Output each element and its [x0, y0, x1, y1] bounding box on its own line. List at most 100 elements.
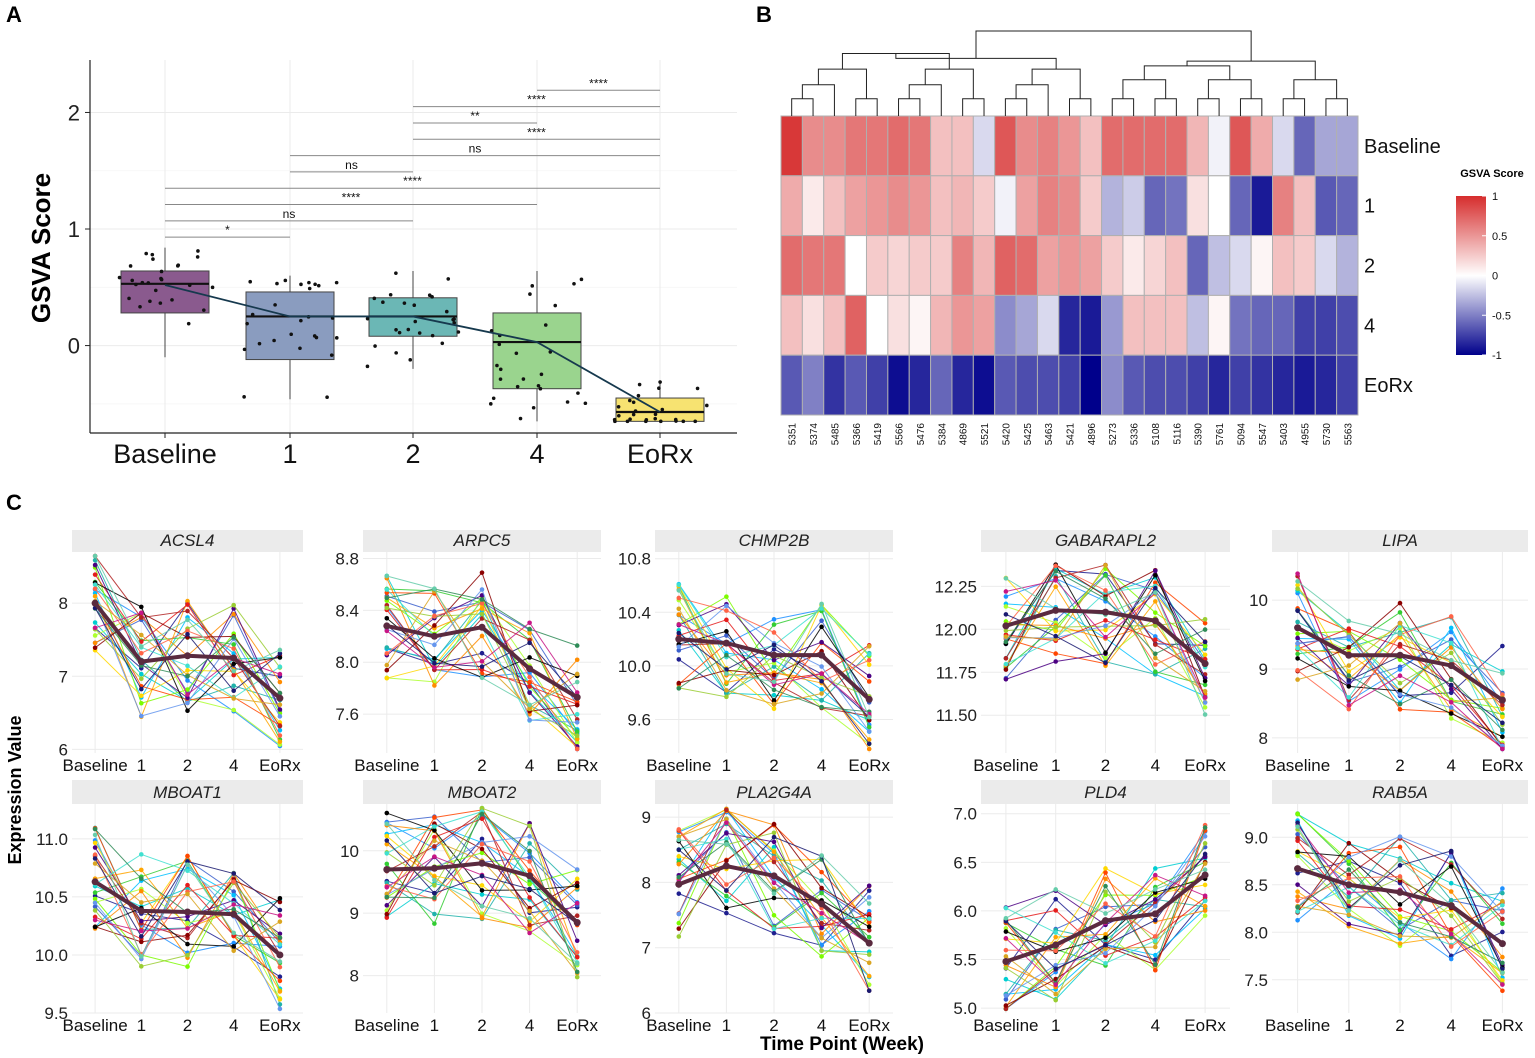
- heatmap-cell: [1036, 175, 1060, 237]
- a-x-tick-label: EoRx: [627, 439, 694, 469]
- c-sample-point: [1397, 874, 1403, 879]
- c-sample-point: [866, 746, 872, 752]
- c-sample-point: [1500, 746, 1505, 752]
- c-sample-point: [139, 964, 144, 969]
- c-sample-point: [724, 694, 729, 700]
- a-data-point: [394, 271, 398, 275]
- c-sample-point: [866, 988, 872, 994]
- heatmap-cell: [1122, 294, 1145, 356]
- heatmap-cell: [887, 235, 910, 296]
- c-sample-point: [1003, 936, 1009, 941]
- c-sample-point: [479, 883, 485, 888]
- heatmap-column-label: 5425: [1023, 423, 1034, 446]
- c-sample-point: [92, 633, 98, 638]
- c-sample-point: [1295, 853, 1300, 859]
- heatmap-legend-tick-label: 0: [1492, 271, 1498, 283]
- c-sample-point: [1053, 887, 1058, 892]
- heatmap-cell: [951, 235, 974, 296]
- a-data-point: [631, 412, 636, 417]
- c-sample-point: [574, 954, 580, 960]
- heatmap-column-label: 5419: [873, 423, 884, 446]
- c-sample-point: [819, 624, 824, 630]
- c-sample-point: [527, 908, 532, 914]
- heatmap-cell: [930, 354, 953, 416]
- c-panel-arpc5: ARPC5 7.6 8.0 8.4 8.8 Baseline 1 2 4 EoRx: [335, 530, 601, 775]
- heatmap-cell: [1336, 235, 1359, 296]
- heatmap-row-label: 4: [1364, 315, 1375, 337]
- c-sample-point: [1202, 688, 1208, 694]
- c-sample-point: [1448, 944, 1454, 949]
- c-sample-point: [277, 655, 283, 660]
- c-sample-point: [1202, 867, 1208, 873]
- panel-label-c: C: [6, 490, 22, 515]
- c-sample-point: [1397, 610, 1403, 615]
- c-sample-point: [1003, 929, 1009, 934]
- c-sample-point: [1103, 904, 1108, 910]
- c-sample-point: [1153, 903, 1158, 909]
- a-data-point: [498, 377, 503, 381]
- c-sample-point: [277, 989, 283, 994]
- c-sample-point: [185, 708, 190, 713]
- c-strip-background: [363, 530, 601, 552]
- dendrogram-branch: [898, 98, 921, 116]
- heatmap-cell: [1079, 115, 1103, 177]
- c-sample-point: [139, 934, 144, 939]
- c-sample-point: [1346, 706, 1352, 712]
- c-sample-point: [1053, 628, 1058, 634]
- c-sample-point: [139, 650, 144, 656]
- c-sample-point: [92, 640, 98, 646]
- c-sample-point: [527, 886, 532, 892]
- c-sample-point: [185, 673, 190, 679]
- c-sample-point: [676, 847, 682, 853]
- heatmap-column-label: 5521: [980, 423, 991, 446]
- heatmap-cell: [1293, 354, 1316, 416]
- c-y-tick-label: 8: [350, 967, 359, 986]
- c-mean-point: [1151, 617, 1159, 625]
- c-x-tick-label: EoRx: [259, 1016, 301, 1035]
- a-data-point: [451, 317, 455, 322]
- c-mean-point: [230, 910, 238, 918]
- c-sample-point: [231, 668, 236, 674]
- c-sample-point: [1103, 866, 1108, 871]
- c-sample-point: [771, 698, 777, 703]
- c-sample-point: [1346, 875, 1352, 881]
- c-mean-point: [1102, 608, 1109, 616]
- c-sample-point: [1346, 858, 1352, 863]
- c-sample-point: [1448, 889, 1454, 894]
- c-x-tick-label: 1: [1344, 1016, 1353, 1035]
- c-sample-point: [139, 671, 144, 677]
- c-y-tick-label: 7: [59, 667, 68, 686]
- a-data-point: [617, 413, 621, 418]
- c-sample-point: [432, 665, 437, 670]
- heatmap-row-label: Baseline: [1364, 136, 1441, 158]
- c-mean-point: [230, 654, 238, 662]
- c-sample-point: [527, 881, 532, 887]
- c-panel-title: PLA2G4A: [736, 783, 812, 802]
- c-y-tick-label: 9.6: [627, 711, 651, 730]
- c-mean-point: [1498, 940, 1506, 948]
- heatmap-cell: [1272, 115, 1295, 177]
- c-sample-point: [1397, 631, 1403, 637]
- c-sample-point: [1103, 627, 1108, 633]
- c-sample-point: [819, 890, 824, 896]
- c-sample-point: [139, 700, 144, 706]
- a-data-point: [250, 312, 255, 317]
- a-data-point: [365, 364, 370, 369]
- c-sample-point: [1397, 863, 1403, 868]
- c-sample-point: [139, 876, 144, 881]
- c-sample-point: [479, 675, 485, 681]
- a-data-point: [242, 347, 247, 352]
- heatmap-column-label: 5563: [1343, 423, 1354, 446]
- c-sample-point: [1153, 580, 1158, 585]
- c-mean-point: [383, 866, 391, 874]
- c-sample-point: [771, 926, 777, 932]
- c-mean-point: [770, 651, 778, 659]
- c-sample-point: [819, 678, 824, 684]
- c-sample-point: [1153, 634, 1158, 639]
- a-x-tick-label: 1: [282, 439, 297, 469]
- c-sample-point: [676, 622, 682, 627]
- c-sample-point: [574, 736, 580, 742]
- c-sample-point: [384, 891, 390, 897]
- c-sample-point: [771, 855, 777, 861]
- heatmap-cell: [908, 235, 932, 296]
